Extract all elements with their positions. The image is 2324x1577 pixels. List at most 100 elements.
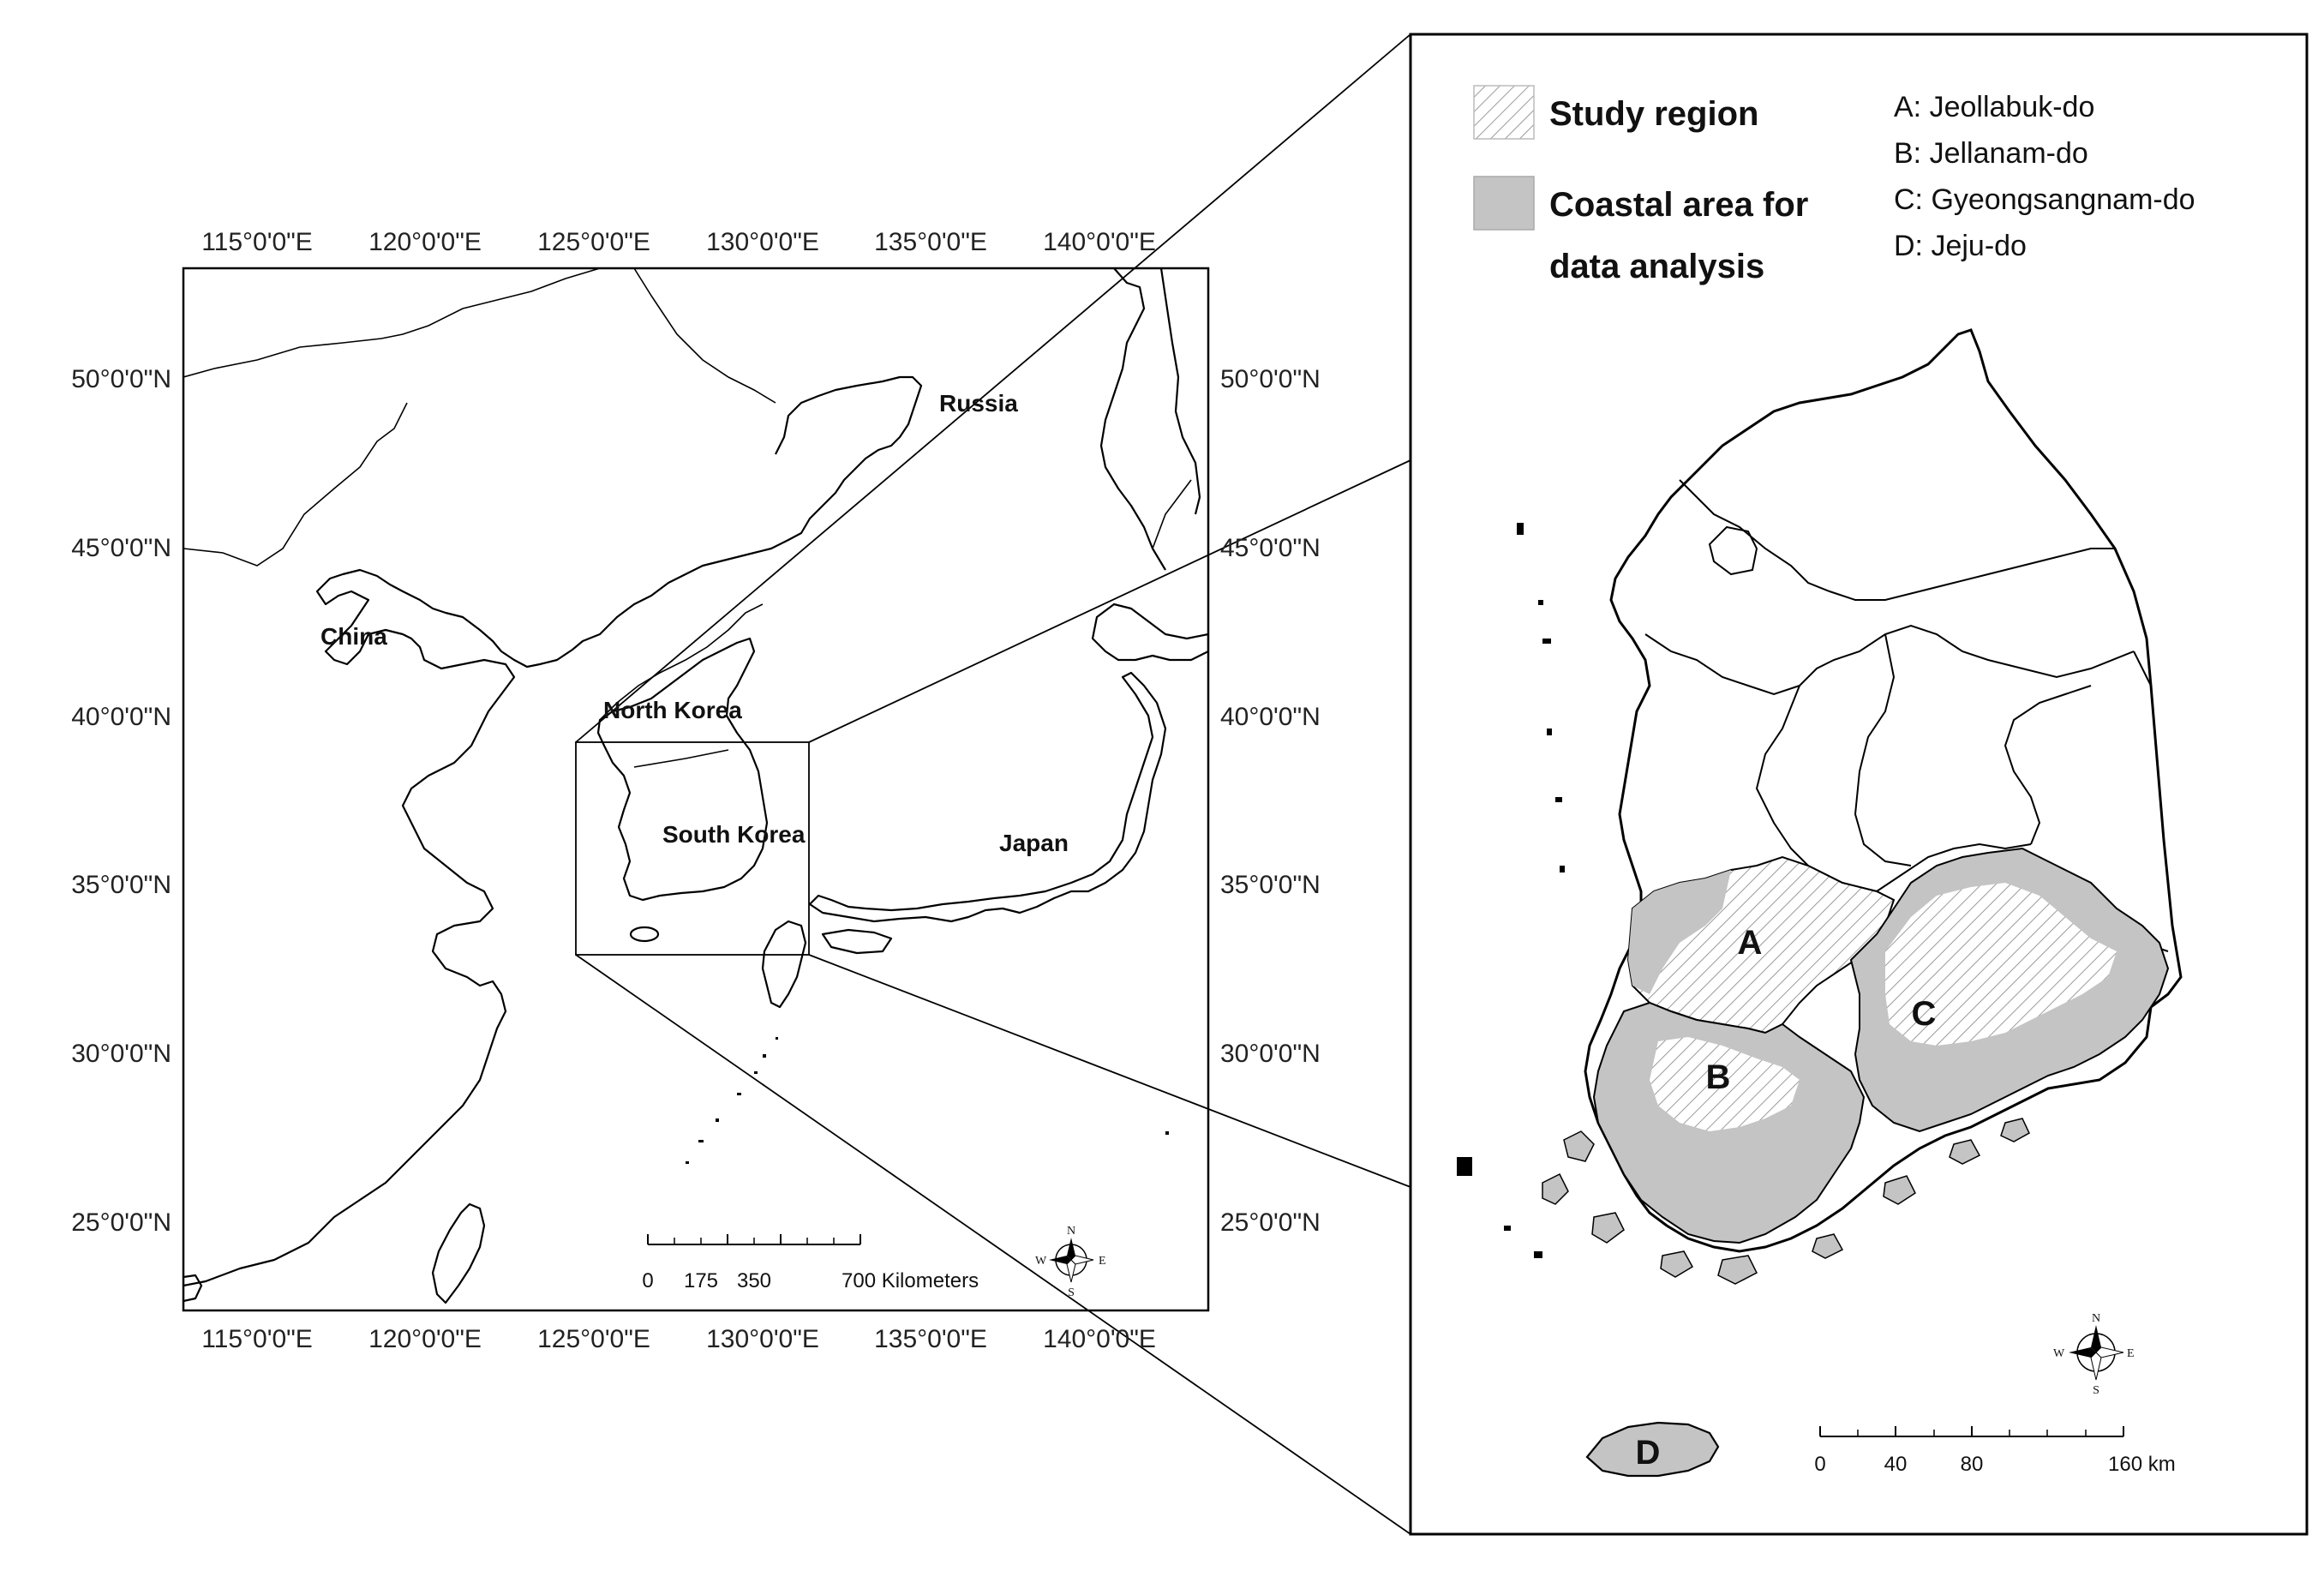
connector-line-top-2 [808, 459, 1411, 743]
svg-text:25°0'0"N: 25°0'0"N [1220, 1208, 1321, 1237]
svg-text:115°0'0"E: 115°0'0"E [201, 1325, 313, 1353]
svg-text:N: N [2092, 1312, 2100, 1325]
svg-text:30°0'0"N: 30°0'0"N [71, 1040, 171, 1068]
kyushu-island [761, 920, 807, 1009]
country-label-south-korea: South Korea [662, 821, 806, 848]
svg-text:35°0'0"N: 35°0'0"N [1220, 871, 1321, 899]
svg-text:50°0'0"N: 50°0'0"N [71, 365, 171, 393]
legend-key-c: C: Gyeongsangnam-do [1894, 183, 2195, 216]
svg-text:30°0'0"N: 30°0'0"N [1220, 1040, 1321, 1068]
detail-compass-icon: N E S W [2053, 1312, 2135, 1397]
ryukyu-islands [686, 1037, 1169, 1164]
svg-text:135°0'0"E: 135°0'0"E [874, 228, 987, 256]
svg-text:45°0'0"N: 45°0'0"N [1220, 534, 1321, 562]
sea-of-okhotsk-border [1152, 479, 1192, 549]
svg-text:130°0'0"E: 130°0'0"E [706, 228, 819, 256]
svg-text:140°0'0"E: 140°0'0"E [1043, 1325, 1156, 1353]
hokkaido-island [1091, 603, 1208, 662]
svg-text:50°0'0"N: 50°0'0"N [1220, 365, 1321, 393]
svg-text:S: S [2093, 1384, 2099, 1397]
russia-coast-north [1099, 268, 1166, 571]
china-russia-border-3 [183, 402, 408, 567]
honshu-island [808, 671, 1167, 923]
svg-text:125°0'0"E: 125°0'0"E [537, 1325, 650, 1353]
jeju-island-overview [629, 926, 660, 943]
korean-peninsula [596, 637, 769, 902]
korea-china-border [599, 603, 764, 721]
overview-map-frame [182, 267, 1210, 1312]
region-label-c: C [1912, 995, 1937, 1033]
region-label-a: A [1738, 924, 1763, 962]
sakhalin-island [1159, 268, 1201, 515]
latitude-labels-left: 50°0'0"N 45°0'0"N 40°0'0"N 35°0'0"N 30°0… [71, 365, 171, 1237]
overview-map: Russia China North Korea South Korea Jap… [71, 33, 1411, 1535]
country-label-japan: Japan [999, 830, 1069, 856]
shikoku-island [821, 928, 893, 955]
longitude-labels-top: 115°0'0"E 120°0'0"E 125°0'0"E 130°0'0"E … [201, 228, 1156, 256]
svg-text:130°0'0"E: 130°0'0"E [706, 1325, 819, 1353]
connector-line-top-1 [575, 33, 1411, 743]
korea-dmz [633, 749, 729, 768]
overview-scale-tick: 175 [684, 1269, 718, 1292]
svg-text:140°0'0"E: 140°0'0"E [1043, 228, 1156, 256]
region-b-inland-study [1650, 1037, 1800, 1131]
region-label-d: D [1636, 1434, 1661, 1472]
overview-compass-icon: N E S W [1035, 1225, 1106, 1299]
country-label-russia: Russia [939, 390, 1018, 417]
latitude-labels-right: 50°0'0"N 45°0'0"N 40°0'0"N 35°0'0"N 30°0… [1220, 365, 1321, 1237]
connector-line-bottom-2 [575, 954, 1411, 1535]
svg-text:40°0'0"N: 40°0'0"N [1220, 703, 1321, 731]
longitude-labels-bottom: 115°0'0"E 120°0'0"E 125°0'0"E 130°0'0"E … [201, 1325, 1156, 1353]
legend-key-d: D: Jeju-do [1894, 230, 2027, 262]
overview-scale-tick: 0 [642, 1269, 653, 1292]
legend-label-coastal-area-line2: data analysis [1549, 248, 1764, 285]
detail-scale-tick: 80 [1961, 1453, 1984, 1476]
inset-box-korea [575, 741, 810, 956]
svg-text:W: W [1035, 1255, 1047, 1268]
svg-text:E: E [2127, 1347, 2135, 1360]
region-c-inland-study [1885, 883, 2117, 1046]
region-d-jeju-do [1585, 1421, 1720, 1478]
legend-key-b: B: Jellanam-do [1894, 137, 2088, 170]
svg-text:35°0'0"N: 35°0'0"N [71, 871, 171, 899]
svg-text:W: W [2053, 1347, 2065, 1360]
detail-coastal-islands [1542, 1118, 2030, 1285]
overview-scale-tick: 700 Kilometers [842, 1269, 979, 1292]
svg-text:N: N [1067, 1225, 1075, 1238]
svg-text:120°0'0"E: 120°0'0"E [368, 1325, 482, 1353]
legend-key-a: A: Jeollabuk-do [1894, 91, 2094, 123]
country-label-china: China [320, 623, 387, 650]
svg-text:135°0'0"E: 135°0'0"E [874, 1325, 987, 1353]
china-russia-border-2 [633, 268, 776, 404]
detail-west-islands [1457, 523, 1565, 1258]
legend-label-study-region: Study region [1549, 95, 1758, 133]
detail-map: Study region Coastal area for data analy… [1409, 33, 2309, 1536]
country-label-north-korea: North Korea [603, 697, 742, 723]
connector-line-bottom-1 [808, 954, 1411, 1188]
svg-text:45°0'0"N: 45°0'0"N [71, 534, 171, 562]
detail-scale-tick: 40 [1884, 1453, 1908, 1476]
svg-text:120°0'0"E: 120°0'0"E [368, 228, 482, 256]
detail-scale-tick: 0 [1814, 1453, 1825, 1476]
overview-scale-tick: 350 [737, 1269, 771, 1292]
overview-geography [183, 268, 1208, 1304]
svg-text:25°0'0"N: 25°0'0"N [71, 1208, 171, 1237]
asia-coastline [183, 411, 914, 1287]
detail-scale-bar: 0 40 80 160 km [1814, 1426, 2176, 1476]
hainan-island [183, 1274, 203, 1303]
region-a-coastal-area [1628, 870, 1731, 994]
svg-text:E: E [1099, 1255, 1106, 1268]
detail-scale-tick: 160 km [2108, 1453, 2176, 1476]
legend-swatch-study-region [1473, 85, 1535, 140]
svg-text:40°0'0"N: 40°0'0"N [71, 703, 171, 731]
svg-text:125°0'0"E: 125°0'0"E [537, 228, 650, 256]
region-label-b: B [1706, 1058, 1731, 1096]
overview-scale-bar: 0 175 350 700 Kilometers [642, 1234, 979, 1292]
svg-text:S: S [1068, 1286, 1075, 1299]
detail-legend: Study region Coastal area for data analy… [1473, 85, 2195, 285]
china-russia-border [183, 268, 601, 378]
russia-coastline [775, 375, 923, 455]
svg-text:115°0'0"E: 115°0'0"E [201, 228, 313, 256]
taiwan-island [431, 1202, 486, 1304]
